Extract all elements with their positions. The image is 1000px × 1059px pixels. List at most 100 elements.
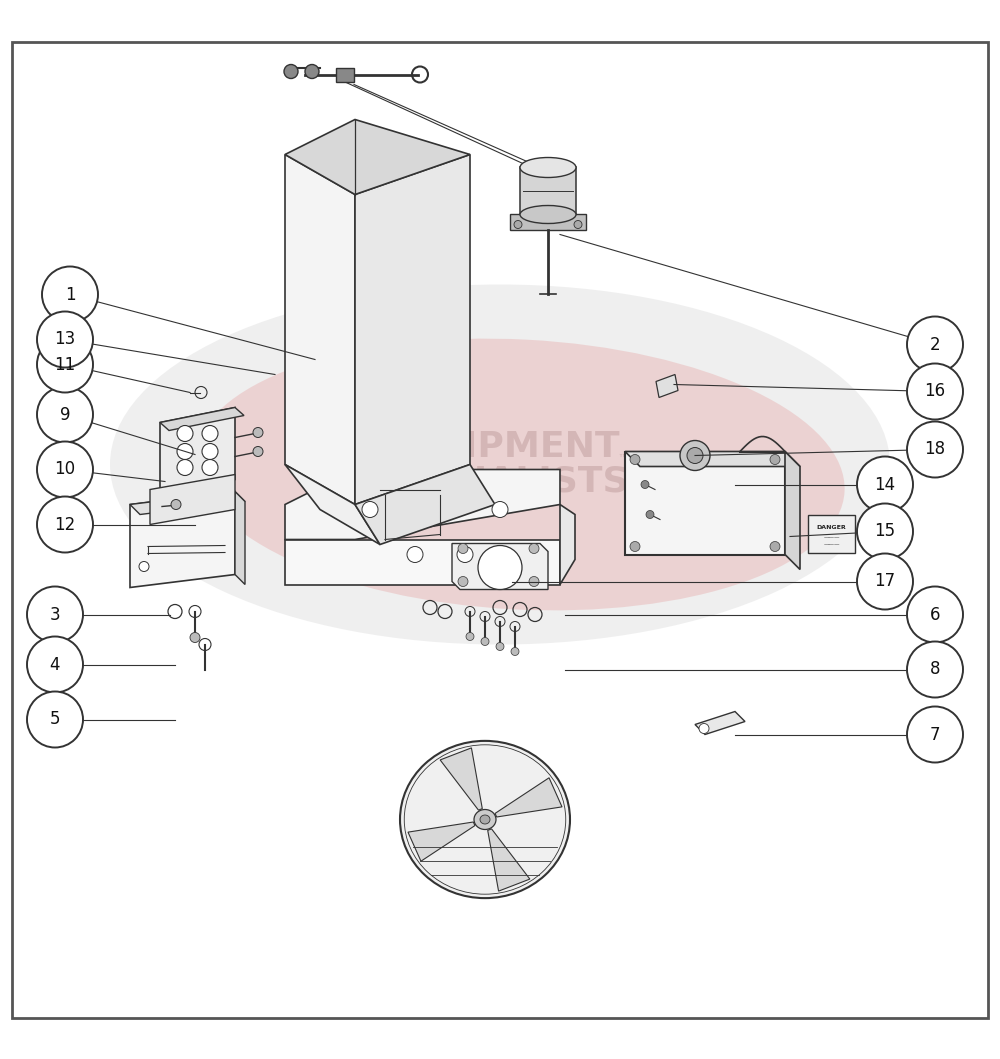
Circle shape	[37, 442, 93, 498]
Text: 8: 8	[930, 661, 940, 679]
Circle shape	[641, 481, 649, 488]
FancyBboxPatch shape	[336, 68, 354, 82]
Polygon shape	[510, 215, 586, 230]
Ellipse shape	[520, 158, 576, 178]
Polygon shape	[355, 465, 495, 544]
Circle shape	[177, 444, 193, 460]
Circle shape	[407, 546, 423, 562]
Text: 6: 6	[930, 606, 940, 624]
Circle shape	[457, 546, 473, 562]
Circle shape	[514, 220, 522, 229]
Circle shape	[253, 428, 263, 437]
Polygon shape	[408, 822, 475, 861]
Polygon shape	[160, 408, 244, 431]
Circle shape	[492, 502, 508, 518]
Polygon shape	[656, 375, 678, 397]
Polygon shape	[285, 155, 355, 504]
Circle shape	[37, 311, 93, 367]
Text: 11: 11	[54, 356, 76, 374]
Circle shape	[481, 638, 489, 646]
Text: DANGER: DANGER	[817, 525, 846, 530]
Text: 1: 1	[65, 286, 75, 304]
Text: 18: 18	[924, 441, 946, 459]
Text: 9: 9	[60, 406, 70, 424]
Text: 5: 5	[50, 711, 60, 729]
Circle shape	[177, 426, 193, 442]
Polygon shape	[488, 829, 530, 891]
Polygon shape	[625, 451, 785, 555]
Circle shape	[907, 706, 963, 762]
Polygon shape	[452, 543, 548, 590]
Circle shape	[770, 541, 780, 552]
Ellipse shape	[520, 205, 576, 223]
Ellipse shape	[400, 741, 570, 898]
Circle shape	[529, 543, 539, 554]
Circle shape	[529, 576, 539, 587]
Circle shape	[362, 502, 378, 518]
Circle shape	[478, 545, 522, 590]
Circle shape	[699, 723, 709, 734]
Text: 12: 12	[54, 516, 76, 534]
Polygon shape	[285, 120, 470, 195]
Circle shape	[770, 454, 780, 465]
Text: 4: 4	[50, 656, 60, 674]
Text: 15: 15	[874, 522, 896, 540]
Text: 10: 10	[54, 461, 76, 479]
Circle shape	[496, 643, 504, 650]
Circle shape	[680, 441, 710, 470]
Polygon shape	[130, 491, 245, 515]
Circle shape	[574, 220, 582, 229]
Circle shape	[466, 632, 474, 641]
Ellipse shape	[474, 809, 496, 829]
Ellipse shape	[480, 815, 490, 824]
Polygon shape	[235, 491, 245, 585]
Circle shape	[37, 497, 93, 553]
Polygon shape	[560, 504, 575, 585]
Text: 13: 13	[54, 330, 76, 348]
Text: ———: ———	[823, 542, 840, 548]
Circle shape	[284, 65, 298, 78]
Polygon shape	[285, 469, 560, 539]
Circle shape	[190, 632, 200, 643]
Circle shape	[907, 363, 963, 419]
Circle shape	[646, 510, 654, 519]
Text: 7: 7	[930, 725, 940, 743]
Circle shape	[630, 541, 640, 552]
Circle shape	[42, 267, 98, 323]
Circle shape	[139, 561, 149, 572]
Polygon shape	[355, 155, 470, 504]
Circle shape	[857, 554, 913, 610]
Text: ™: ™	[617, 453, 629, 464]
Circle shape	[202, 460, 218, 475]
Polygon shape	[285, 539, 560, 585]
Circle shape	[171, 500, 181, 509]
Circle shape	[37, 337, 93, 393]
Text: SPECIALISTS: SPECIALISTS	[371, 465, 629, 499]
Polygon shape	[150, 474, 235, 524]
Ellipse shape	[195, 339, 845, 610]
Circle shape	[458, 576, 468, 587]
Circle shape	[907, 642, 963, 698]
Polygon shape	[625, 451, 800, 467]
Circle shape	[630, 454, 640, 465]
Text: 14: 14	[874, 475, 896, 493]
Circle shape	[202, 444, 218, 460]
Circle shape	[907, 317, 963, 373]
Circle shape	[687, 448, 703, 464]
Text: 17: 17	[874, 573, 896, 591]
Polygon shape	[808, 515, 855, 553]
Circle shape	[27, 587, 83, 643]
Circle shape	[27, 692, 83, 748]
Circle shape	[253, 447, 263, 456]
Circle shape	[177, 460, 193, 475]
Polygon shape	[160, 408, 235, 492]
Polygon shape	[495, 777, 562, 816]
Circle shape	[305, 65, 319, 78]
Circle shape	[458, 543, 468, 554]
Circle shape	[857, 456, 913, 513]
Circle shape	[511, 647, 519, 656]
Polygon shape	[695, 712, 745, 735]
Polygon shape	[440, 748, 482, 810]
Ellipse shape	[110, 285, 890, 645]
Polygon shape	[130, 491, 235, 588]
